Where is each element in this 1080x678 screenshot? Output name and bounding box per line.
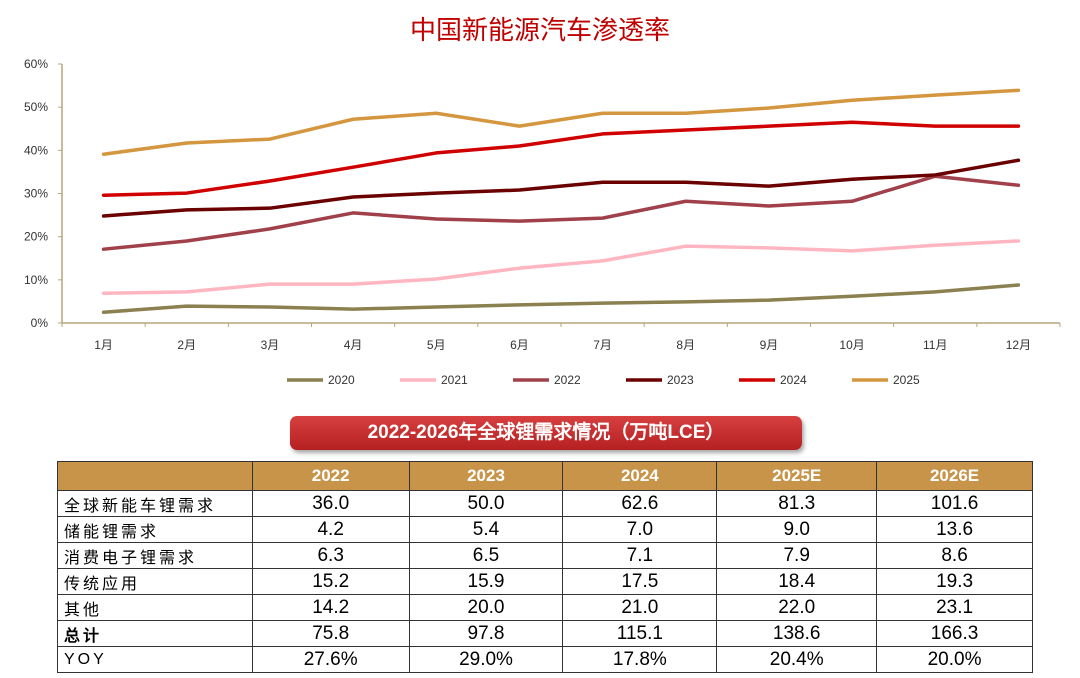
table-cell: 6.5 bbox=[408, 542, 564, 569]
series-line-2024 bbox=[101, 120, 1021, 197]
table-cell: 36.0 bbox=[251, 490, 410, 517]
legend-label: 2023 bbox=[667, 373, 694, 387]
lithium-demand-table: 2022 2023 2024 2025E 2026E 全球新能车锂需求 36.0 50.0 6… bbox=[57, 461, 1033, 673]
x-tick-label: 12月 bbox=[1006, 338, 1031, 352]
column-header: 2024 bbox=[562, 461, 718, 491]
x-tick-label: 4月 bbox=[344, 338, 363, 352]
table-cell: 7.1 bbox=[562, 542, 718, 569]
x-tick-label: 8月 bbox=[676, 338, 695, 352]
x-tick-label: 2月 bbox=[177, 338, 196, 352]
table-cell: 4.2 bbox=[251, 516, 410, 543]
table-cell: 18.4 bbox=[716, 568, 878, 595]
table-row: 消费电子锂需求 6.3 6.5 7.1 7.9 8.6 bbox=[57, 542, 1033, 569]
table-cell: 14.2 bbox=[251, 594, 410, 621]
table-cell: 23.1 bbox=[876, 594, 1033, 621]
series-line-2020 bbox=[101, 283, 1021, 314]
table-cell: 13.6 bbox=[876, 516, 1033, 543]
series-line-2022 bbox=[101, 174, 1021, 251]
x-tick-label: 5月 bbox=[427, 338, 446, 352]
table-cell: 29.0% bbox=[408, 646, 564, 673]
table-cell: 166.3 bbox=[876, 620, 1033, 647]
row-label: 全球新能车锂需求 bbox=[57, 490, 253, 517]
chart-title: 中国新能源汽车渗透率 bbox=[409, 16, 670, 46]
y-tick-label: 40% bbox=[24, 143, 48, 157]
y-tick-label: 20% bbox=[24, 230, 48, 244]
table-cell: 17.5 bbox=[562, 568, 718, 595]
series-line-2025 bbox=[101, 88, 1021, 156]
x-tick-label: 10月 bbox=[839, 338, 864, 352]
table-cell: 17.8% bbox=[562, 646, 718, 673]
x-tick-label: 7月 bbox=[593, 338, 612, 352]
column-header: 2023 bbox=[408, 461, 564, 491]
column-header: 2026E bbox=[876, 461, 1033, 491]
table-cell: 21.0 bbox=[562, 594, 718, 621]
row-label: 其他 bbox=[57, 594, 253, 621]
row-label: 总计 bbox=[57, 620, 253, 647]
column-header: 2022 bbox=[251, 461, 410, 491]
y-tick-label: 0% bbox=[31, 316, 49, 330]
table-cell: 15.2 bbox=[251, 568, 410, 595]
table-row: 总计 75.8 97.8 115.1 138.6 166.3 bbox=[57, 620, 1033, 647]
table-cell: 22.0 bbox=[716, 594, 878, 621]
series-line-2023 bbox=[101, 158, 1021, 218]
table-cell: 8.6 bbox=[876, 542, 1033, 569]
legend-label: 2025 bbox=[893, 373, 920, 387]
y-tick-label: 30% bbox=[24, 187, 48, 201]
row-label: 传统应用 bbox=[57, 568, 253, 595]
column-header bbox=[57, 461, 253, 491]
table-cell: 81.3 bbox=[716, 490, 878, 517]
y-tick-label: 50% bbox=[24, 100, 48, 114]
table-cell: 97.8 bbox=[408, 620, 564, 647]
table-row: 传统应用 15.2 15.9 17.5 18.4 19.3 bbox=[57, 568, 1033, 595]
x-tick-label: 3月 bbox=[261, 338, 280, 352]
row-label: 消费电子锂需求 bbox=[57, 542, 253, 569]
table-cell: 20.0 bbox=[408, 594, 564, 621]
legend-label: 2020 bbox=[328, 373, 355, 387]
table-cell: 50.0 bbox=[408, 490, 564, 517]
table-cell: 19.3 bbox=[876, 568, 1033, 595]
line-chart: 0% 10% 20% 30% 40% 50% 60% 1月 2月 3月 4月 5月 6月 7月 8月 9月 10… bbox=[24, 57, 1061, 387]
x-tick-label: 1月 bbox=[94, 338, 113, 352]
table-cell: 101.6 bbox=[876, 490, 1033, 517]
x-tick-label: 9月 bbox=[760, 338, 779, 352]
series-line-2021 bbox=[101, 239, 1021, 295]
table-cell: 15.9 bbox=[408, 568, 564, 595]
x-tick-label: 11月 bbox=[923, 338, 947, 352]
table-cell: 7.9 bbox=[716, 542, 878, 569]
table-cell: 62.6 bbox=[562, 490, 718, 517]
table-cell: 138.6 bbox=[716, 620, 878, 647]
table-title-banner: 2022-2026年全球锂需求情况（万吨LCE） bbox=[290, 416, 802, 450]
table-row: YOY 27.6% 29.0% 17.8% 20.4% 20.0% bbox=[57, 646, 1033, 673]
table-cell: 115.1 bbox=[562, 620, 718, 647]
table-row: 其他 14.2 20.0 21.0 22.0 23.1 bbox=[57, 594, 1033, 621]
table-cell: 20.0% bbox=[876, 646, 1033, 673]
table-row: 储能锂需求 4.2 5.4 7.0 9.0 13.6 bbox=[57, 516, 1033, 543]
table-row: 全球新能车锂需求 36.0 50.0 62.6 81.3 101.6 bbox=[57, 490, 1033, 517]
table-cell: 27.6% bbox=[251, 646, 410, 673]
table-cell: 9.0 bbox=[716, 516, 878, 543]
legend-label: 2022 bbox=[554, 373, 581, 387]
row-label: YOY bbox=[57, 646, 253, 673]
table-cell: 7.0 bbox=[562, 516, 718, 543]
table-header-row: 2022 2023 2024 2025E 2026E bbox=[57, 461, 1033, 491]
table-cell: 6.3 bbox=[251, 542, 410, 569]
legend-label: 2024 bbox=[780, 373, 807, 387]
table-cell: 20.4% bbox=[716, 646, 878, 673]
table-cell: 5.4 bbox=[408, 516, 564, 543]
x-tick-label: 6月 bbox=[510, 338, 529, 352]
column-header: 2025E bbox=[716, 461, 878, 491]
table-cell: 75.8 bbox=[251, 620, 410, 647]
row-label: 储能锂需求 bbox=[57, 516, 253, 543]
y-tick-label: 60% bbox=[24, 57, 48, 71]
y-tick-label: 10% bbox=[24, 273, 48, 287]
legend-label: 2021 bbox=[441, 373, 468, 387]
